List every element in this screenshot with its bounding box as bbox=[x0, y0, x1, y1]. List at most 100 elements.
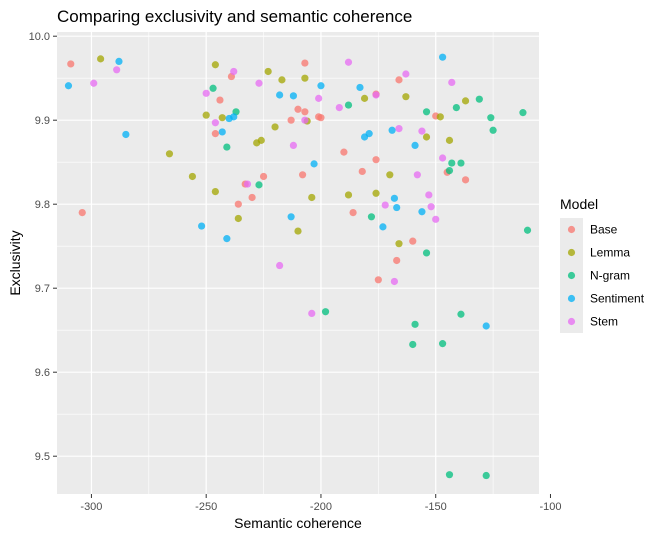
point-sentiment bbox=[115, 57, 123, 65]
point-n-gram bbox=[411, 320, 419, 328]
point-stem bbox=[276, 261, 284, 270]
point-sentiment bbox=[287, 213, 295, 221]
point-base bbox=[301, 59, 309, 67]
point-lemma bbox=[202, 111, 210, 119]
point-lemma bbox=[211, 188, 219, 196]
point-stem bbox=[372, 91, 380, 99]
legend-marker-base bbox=[567, 225, 576, 234]
legend-marker-stem bbox=[567, 317, 576, 326]
y-axis-title: Exclusivity bbox=[7, 230, 23, 295]
point-base bbox=[287, 116, 295, 124]
point-lemma bbox=[301, 74, 309, 82]
point-stem bbox=[308, 309, 316, 317]
point-base bbox=[211, 130, 219, 138]
point-n-gram bbox=[422, 249, 431, 257]
point-lemma bbox=[218, 114, 226, 122]
point-stem bbox=[344, 58, 353, 66]
point-stem bbox=[432, 215, 440, 223]
point-lemma bbox=[422, 133, 431, 141]
point-sentiment bbox=[223, 235, 231, 243]
x-tick-label: -250 bbox=[195, 501, 217, 513]
point-lemma bbox=[436, 113, 444, 121]
legend-label-base: Base bbox=[590, 223, 618, 237]
point-lemma bbox=[344, 191, 353, 199]
legend-label-sentiment: Sentiment bbox=[590, 292, 645, 306]
legend-label-n-gram: N-gram bbox=[590, 269, 630, 283]
point-sentiment bbox=[218, 128, 226, 136]
x-axis-ticks: -300 -250 -200 -150 -100 bbox=[80, 494, 561, 513]
point-base bbox=[234, 200, 242, 208]
major-gridlines bbox=[57, 32, 552, 494]
point-sentiment bbox=[390, 194, 398, 202]
point-stem bbox=[289, 141, 298, 149]
point-lemma bbox=[294, 227, 302, 235]
y-tick-label: 9.5 bbox=[35, 451, 50, 463]
point-lemma bbox=[188, 172, 197, 181]
point-lemma bbox=[402, 93, 410, 101]
point-base bbox=[67, 60, 75, 68]
x-tick-label: -150 bbox=[425, 501, 447, 513]
point-n-gram bbox=[487, 114, 495, 122]
chart-title: Comparing exclusivity and semantic coher… bbox=[57, 7, 412, 26]
point-sentiment bbox=[230, 113, 238, 121]
point-stem bbox=[395, 125, 403, 133]
point-n-gram bbox=[482, 471, 490, 480]
point-sentiment bbox=[418, 208, 426, 216]
point-lemma bbox=[165, 150, 174, 158]
y-tick-label: 10.0 bbox=[29, 31, 50, 43]
point-n-gram bbox=[439, 340, 447, 348]
point-n-gram bbox=[209, 84, 217, 92]
point-base bbox=[259, 172, 268, 181]
point-stem bbox=[390, 277, 398, 286]
point-base bbox=[248, 193, 256, 202]
minor-gridlines bbox=[57, 32, 539, 494]
point-sentiment bbox=[64, 82, 73, 90]
legend-label-lemma: Lemma bbox=[590, 246, 630, 260]
point-sentiment bbox=[365, 130, 373, 138]
point-base bbox=[301, 108, 309, 116]
legend-label-stem: Stem bbox=[590, 315, 618, 329]
point-lemma bbox=[395, 240, 403, 248]
point-base bbox=[216, 96, 224, 104]
point-stem bbox=[448, 78, 456, 86]
point-base bbox=[393, 256, 401, 265]
point-sentiment bbox=[393, 203, 401, 212]
point-lemma bbox=[461, 97, 470, 105]
point-sentiment bbox=[388, 126, 396, 134]
y-axis-ticks: 9.5 9.6 9.7 9.8 9.9 10.0 bbox=[29, 31, 57, 463]
point-n-gram bbox=[519, 109, 527, 117]
point-lemma bbox=[278, 76, 286, 84]
y-tick-label: 9.8 bbox=[35, 199, 50, 211]
point-stem bbox=[413, 171, 421, 179]
point-stem bbox=[211, 119, 219, 127]
point-stem bbox=[381, 201, 389, 209]
point-n-gram bbox=[452, 104, 460, 112]
point-n-gram bbox=[445, 167, 454, 175]
point-lemma bbox=[308, 193, 316, 202]
point-base bbox=[358, 167, 366, 176]
point-n-gram bbox=[457, 310, 465, 318]
y-tick-label: 9.6 bbox=[35, 367, 50, 379]
point-sentiment bbox=[198, 222, 206, 230]
point-lemma bbox=[234, 214, 242, 223]
x-tick-label: -200 bbox=[310, 501, 332, 513]
point-stem bbox=[230, 67, 238, 76]
point-n-gram bbox=[255, 181, 263, 189]
point-sentiment bbox=[122, 130, 130, 139]
point-n-gram bbox=[475, 95, 483, 103]
point-n-gram bbox=[321, 308, 330, 316]
y-tick-label: 9.7 bbox=[35, 283, 50, 295]
point-stem bbox=[425, 191, 433, 199]
point-lemma bbox=[264, 67, 272, 76]
point-base bbox=[372, 156, 380, 164]
legend-title: Model bbox=[560, 196, 598, 212]
point-n-gram bbox=[445, 471, 454, 479]
point-base bbox=[395, 76, 403, 84]
point-sentiment bbox=[439, 53, 447, 61]
point-stem bbox=[202, 89, 210, 97]
point-stem bbox=[113, 66, 121, 74]
point-base bbox=[294, 105, 302, 113]
point-sentiment bbox=[482, 322, 490, 330]
point-stem bbox=[301, 116, 309, 124]
point-lemma bbox=[211, 61, 219, 69]
